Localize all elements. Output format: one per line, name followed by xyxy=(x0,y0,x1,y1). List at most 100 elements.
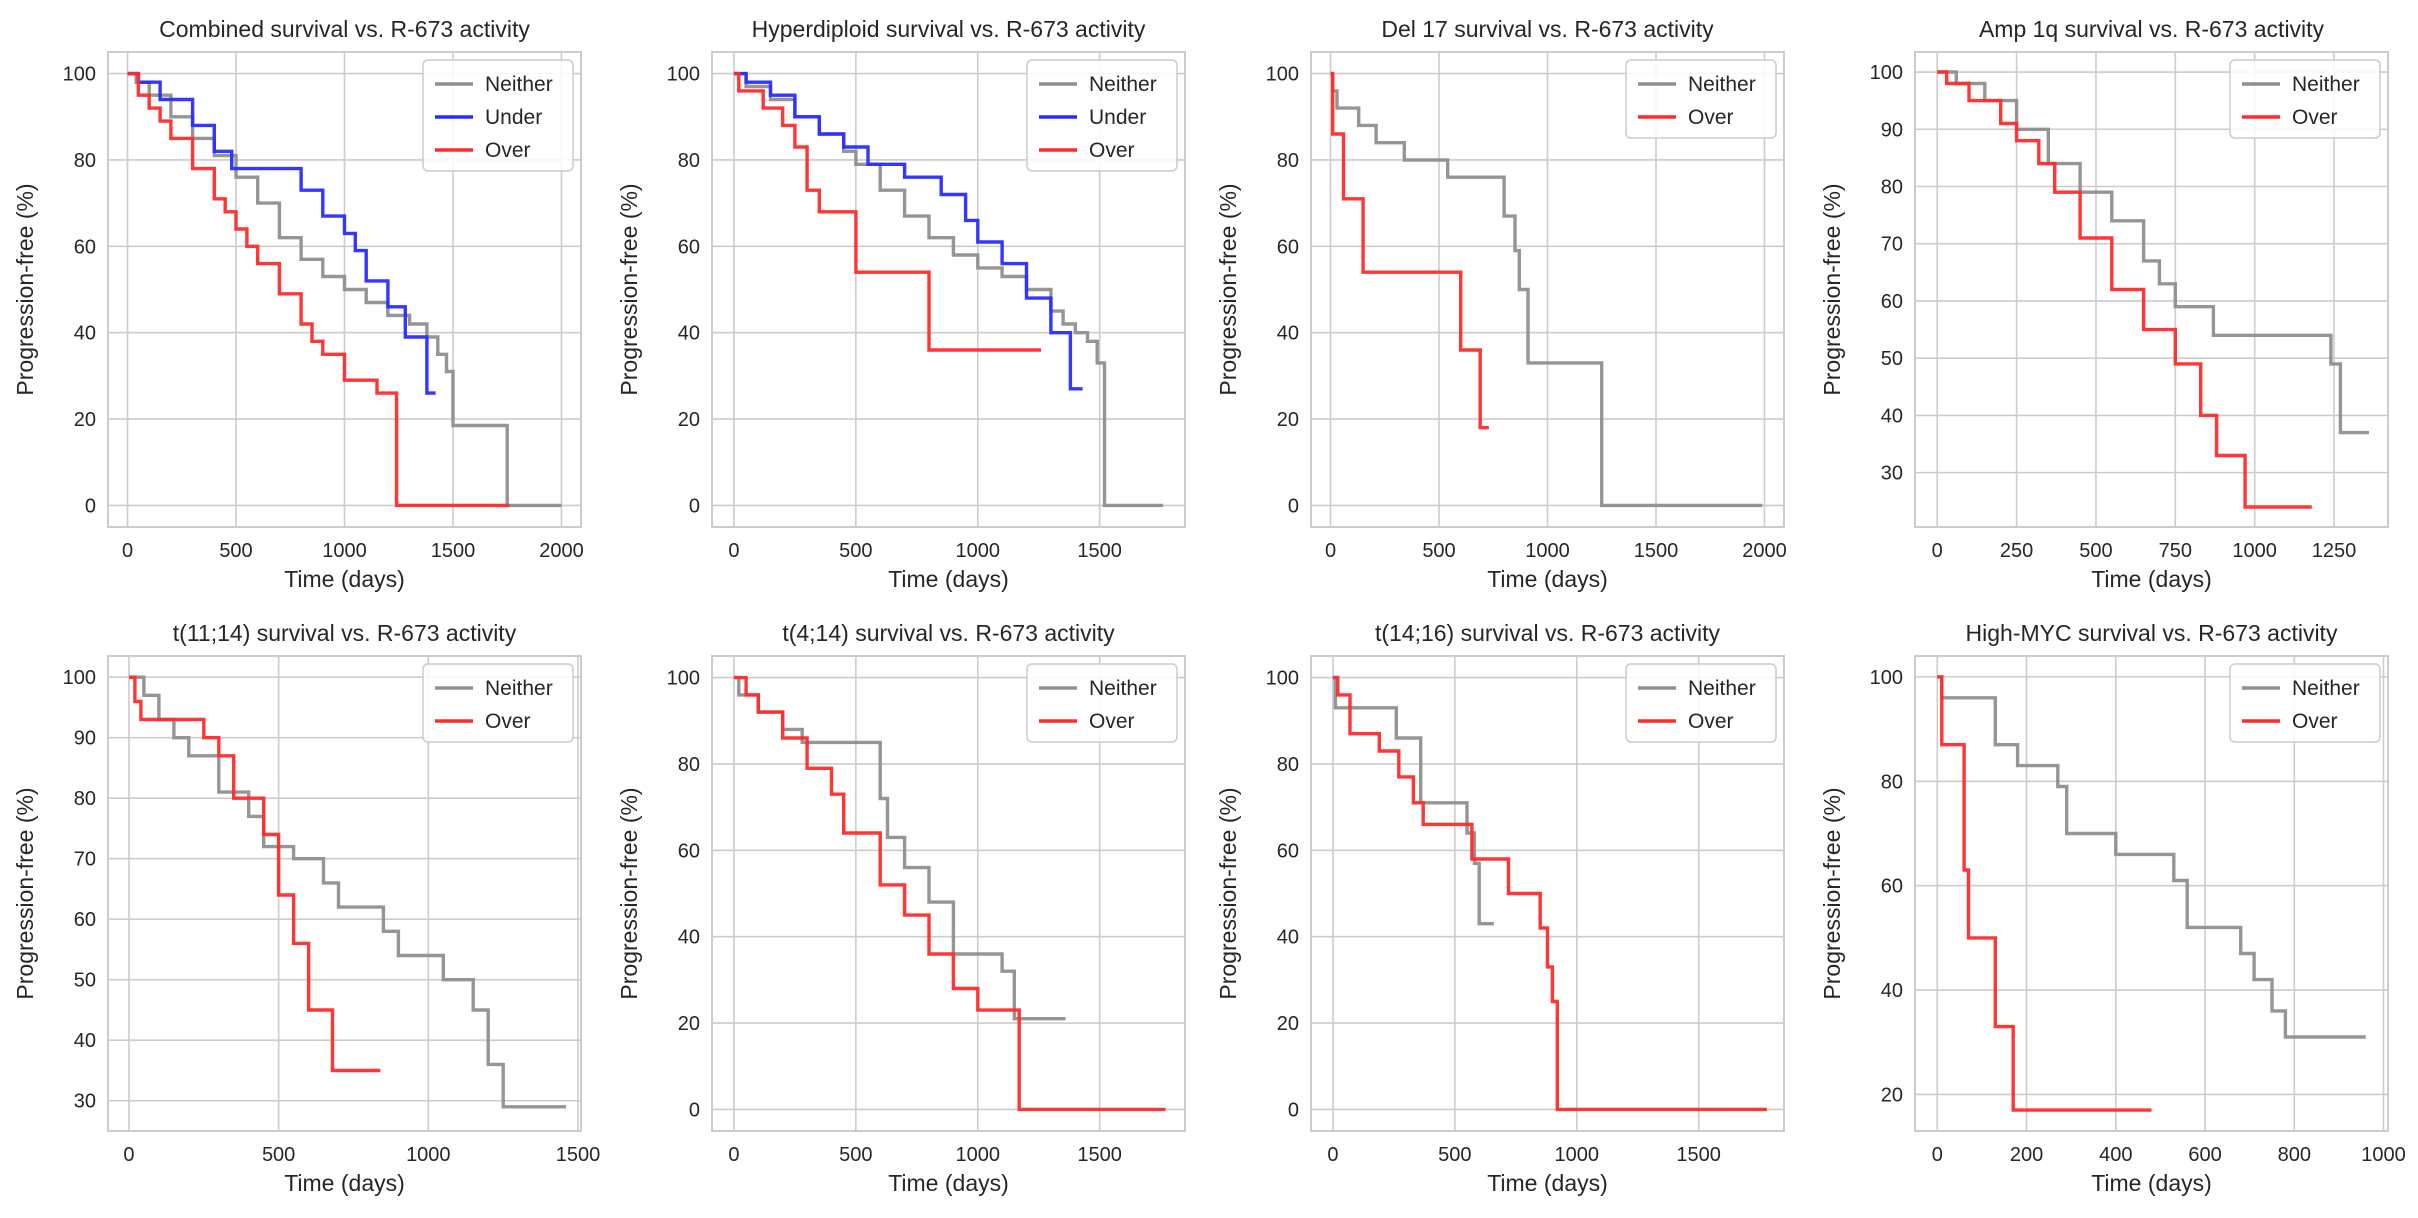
y-axis-label: Progression-free (%) xyxy=(1215,183,1241,395)
y-tick-label: 100 xyxy=(1870,62,1903,84)
x-tick-label: 200 xyxy=(2010,1144,2043,1166)
legend-label-neither: Neither xyxy=(2292,73,2360,96)
x-tick-label: 1000 xyxy=(2232,540,2277,562)
y-tick-label: 20 xyxy=(1277,409,1299,431)
y-tick-label: 20 xyxy=(1277,1013,1299,1035)
y-axis-label: Progression-free (%) xyxy=(616,787,642,999)
y-tick-label: 80 xyxy=(678,754,700,776)
legend-label-neither: Neither xyxy=(2292,677,2360,700)
survival-curve-under xyxy=(733,71,1083,391)
y-tick-label: 20 xyxy=(678,1013,700,1035)
y-tick-label: 30 xyxy=(1881,463,1903,485)
chart-title: Del 17 survival vs. R-673 activity xyxy=(1381,16,1714,42)
x-tick-label: 0 xyxy=(1327,1144,1338,1166)
x-tick-label: 0 xyxy=(1932,1144,1943,1166)
legend-label-over: Over xyxy=(1688,106,1734,129)
y-tick-label: 100 xyxy=(1870,667,1903,689)
x-tick-label: 500 xyxy=(1422,540,1455,562)
y-tick-label: 80 xyxy=(1277,150,1299,172)
y-tick-label: 70 xyxy=(1881,234,1903,256)
chart-title: t(4;14) survival vs. R-673 activity xyxy=(782,620,1115,646)
y-axis-label: Progression-free (%) xyxy=(616,183,642,395)
x-tick-label: 1000 xyxy=(956,540,1001,562)
x-tick-label: 1500 xyxy=(431,540,476,562)
y-tick-label: 80 xyxy=(1881,176,1903,198)
legend-label-neither: Neither xyxy=(1688,73,1756,96)
x-axis-label: Time (days) xyxy=(2091,1170,2212,1196)
legend-label-under: Under xyxy=(1089,106,1146,129)
x-tick-label: 1250 xyxy=(2312,540,2357,562)
survival-curve-under xyxy=(127,71,436,395)
plot-area-frame xyxy=(1914,51,2389,528)
x-tick-label: 600 xyxy=(2188,1144,2221,1166)
legend: Neither Over xyxy=(2229,59,2381,139)
survival-curve-neither xyxy=(129,675,566,1109)
chart-title: Hyperdiploid survival vs. R-673 activity xyxy=(752,16,1146,42)
y-tick-label: 20 xyxy=(74,409,96,431)
x-tick-label: 0 xyxy=(122,540,133,562)
legend-box xyxy=(422,59,574,172)
y-tick-label: 80 xyxy=(74,788,96,810)
survival-curve-neither xyxy=(127,71,562,508)
y-tick-label: 60 xyxy=(1881,291,1903,313)
legend: Neither Over xyxy=(2229,663,2381,743)
plot-area-frame xyxy=(1310,655,1785,1132)
survival-curve-neither xyxy=(1332,675,1494,926)
x-tick-label: 1000 xyxy=(956,1144,1001,1166)
x-tick-label: 750 xyxy=(2159,540,2192,562)
y-tick-label: 70 xyxy=(74,849,96,871)
legend-label-neither: Neither xyxy=(485,73,553,96)
x-tick-label: 500 xyxy=(839,1144,872,1166)
x-tick-label: 0 xyxy=(728,1144,739,1166)
y-tick-label: 30 xyxy=(74,1091,96,1113)
legend: Neither Under Over xyxy=(422,59,574,172)
x-tick-label: 1500 xyxy=(1634,540,1679,562)
y-tick-label: 0 xyxy=(1288,1099,1299,1121)
x-tick-label: 500 xyxy=(839,540,872,562)
y-tick-label: 100 xyxy=(63,667,96,689)
legend-label-over: Over xyxy=(485,139,531,162)
survival-curve-over xyxy=(1937,70,2312,509)
x-tick-label: 0 xyxy=(1932,540,1943,562)
legend-label-over: Over xyxy=(485,710,531,733)
chart-title: High-MYC survival vs. R-673 activity xyxy=(1966,620,2338,646)
survival-curve-over xyxy=(733,71,1042,352)
y-tick-label: 80 xyxy=(74,150,96,172)
x-axis-label: Time (days) xyxy=(888,1170,1009,1196)
survival-curve-neither xyxy=(1937,675,2366,1039)
x-axis-label: Time (days) xyxy=(1487,1170,1608,1196)
legend: Neither Over xyxy=(422,663,574,743)
legend: Neither Over xyxy=(1026,663,1178,743)
chart-title: Amp 1q survival vs. R-673 activity xyxy=(1979,16,2325,42)
y-tick-label: 0 xyxy=(689,1099,700,1121)
x-tick-label: 250 xyxy=(2000,540,2033,562)
y-tick-label: 60 xyxy=(1277,236,1299,258)
x-tick-label: 1500 xyxy=(1077,540,1122,562)
x-tick-label: 1500 xyxy=(1077,1144,1122,1166)
y-tick-label: 60 xyxy=(74,236,96,258)
y-tick-label: 0 xyxy=(1288,495,1299,517)
y-tick-label: 60 xyxy=(678,236,700,258)
plot-area-frame xyxy=(107,51,582,528)
y-tick-label: 60 xyxy=(74,909,96,931)
y-axis-label: Progression-free (%) xyxy=(12,183,38,395)
x-axis-label: Time (days) xyxy=(2091,566,2212,592)
legend-label-over: Over xyxy=(1688,710,1734,733)
y-tick-label: 0 xyxy=(689,495,700,517)
legend-label-neither: Neither xyxy=(1089,73,1157,96)
x-tick-label: 1000 xyxy=(1525,540,1570,562)
y-axis-label: Progression-free (%) xyxy=(1215,787,1241,999)
x-tick-label: 500 xyxy=(219,540,252,562)
y-tick-label: 100 xyxy=(1266,668,1299,690)
survival-curve-over xyxy=(127,71,510,508)
y-tick-label: 90 xyxy=(74,728,96,750)
y-tick-label: 100 xyxy=(667,64,700,86)
x-tick-label: 800 xyxy=(2278,1144,2311,1166)
y-tick-label: 60 xyxy=(678,840,700,862)
plot-area-frame xyxy=(1914,655,2389,1132)
